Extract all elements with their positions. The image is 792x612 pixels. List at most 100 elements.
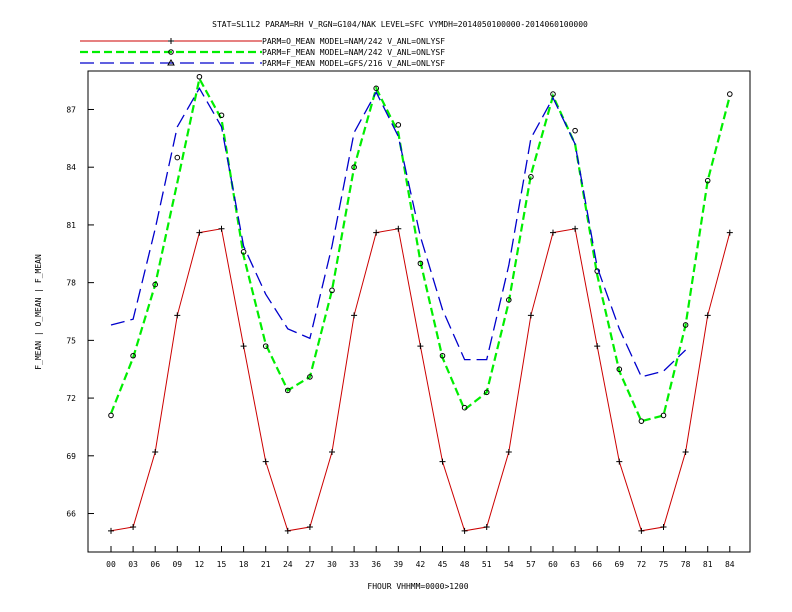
data-point-plus — [306, 523, 313, 530]
chart-title: STAT=SL1L2 PARAM=RH V_RGN=G104/NAK LEVEL… — [212, 20, 588, 29]
x-tick-label: 63 — [570, 560, 580, 569]
data-point-plus — [483, 523, 490, 530]
data-point-marker — [417, 260, 424, 267]
data-point-marker — [528, 174, 534, 180]
x-tick-label: 84 — [725, 560, 735, 569]
legend: PARM=O_MEAN MODEL=NAM/242 V_ANL=ONLYSF PA… — [80, 37, 445, 68]
y-axis-label: F_MEAN | O_MEAN | F_MEAN — [34, 254, 43, 370]
data-point-plus — [168, 38, 174, 44]
series-layer — [108, 73, 733, 534]
x-tick-label: 15 — [217, 560, 227, 569]
y-tick-label: 84 — [66, 163, 76, 172]
data-point-plus — [572, 225, 579, 232]
x-axis-label: FHOUR VHHMM=0000>1200 — [367, 582, 468, 591]
data-point-marker — [130, 352, 136, 359]
data-point-plus — [594, 343, 601, 350]
x-tick-label: 72 — [637, 560, 647, 569]
data-point-plus — [527, 312, 534, 319]
data-point-marker — [174, 154, 181, 161]
y-tick-label: 69 — [66, 452, 76, 461]
data-point-marker — [196, 73, 203, 80]
data-point-plus — [152, 448, 159, 455]
data-point-marker — [550, 91, 556, 97]
y-tick-label: 87 — [66, 105, 76, 114]
x-tick-label: 36 — [371, 560, 381, 569]
plot-frame — [87, 70, 751, 553]
data-point-plus — [130, 523, 137, 530]
data-point-marker — [727, 91, 733, 97]
data-point-plus — [351, 312, 358, 319]
legend-label: PARM=F_MEAN MODEL=NAM/242 V_ANL=ONLYSF — [262, 48, 445, 57]
data-point-plus — [461, 527, 468, 534]
x-tick-label: 45 — [438, 560, 448, 569]
x-tick-label: 12 — [195, 560, 205, 569]
x-tick-label: 33 — [349, 560, 359, 569]
data-point-marker — [168, 49, 174, 55]
data-point-plus — [417, 343, 424, 350]
y-tick-label: 81 — [66, 221, 76, 230]
data-point-plus — [660, 523, 667, 530]
data-point-marker — [285, 387, 291, 394]
data-point-plus — [262, 458, 269, 465]
data-point-marker — [660, 412, 667, 419]
data-point-marker — [152, 281, 158, 288]
x-axis: 00 03 06 09 12 15 18 21 24 27 30 33 36 39 42 45 48 51 54 57… — [106, 546, 735, 569]
x-tick-label: 42 — [416, 560, 426, 569]
x-tick-label: 24 — [283, 560, 293, 569]
data-point-marker — [240, 249, 247, 255]
data-point-marker — [218, 112, 225, 119]
x-tick-label: 66 — [592, 560, 602, 569]
data-point-plus — [638, 527, 645, 534]
series-line — [110, 228, 731, 532]
x-tick-label: 81 — [703, 560, 713, 569]
legend-label: PARM=O_MEAN MODEL=NAM/242 V_ANL=ONLYSF — [262, 37, 445, 46]
series-group — [108, 73, 733, 424]
x-tick-label: 06 — [150, 560, 160, 569]
data-point-plus — [704, 312, 711, 319]
data-point-marker — [572, 127, 578, 134]
y-tick-label: 75 — [66, 336, 76, 345]
data-point-marker — [307, 374, 313, 380]
data-point-plus — [505, 448, 512, 455]
series-line — [109, 75, 731, 423]
x-tick-label: 60 — [548, 560, 558, 569]
y-tick-label: 72 — [66, 394, 76, 403]
data-point-marker — [506, 297, 512, 303]
data-point-marker — [262, 343, 269, 349]
x-tick-label: 30 — [327, 560, 337, 569]
y-tick-label: 78 — [66, 279, 76, 288]
x-tick-label: 78 — [681, 560, 691, 569]
data-point-plus — [174, 312, 181, 319]
data-point-plus — [439, 458, 446, 465]
data-point-marker — [329, 287, 335, 294]
data-point-plus — [108, 527, 114, 534]
x-tick-label: 57 — [526, 560, 536, 569]
data-point-plus — [240, 343, 247, 350]
x-tick-label: 18 — [239, 560, 249, 569]
x-tick-label: 51 — [482, 560, 492, 569]
data-point-marker — [704, 177, 711, 184]
series-group — [108, 225, 733, 534]
data-point-plus — [218, 225, 225, 232]
data-point-marker — [373, 85, 380, 92]
data-point-marker — [439, 352, 446, 359]
data-point-plus — [726, 229, 733, 236]
data-point-plus — [284, 527, 291, 534]
x-tick-label: 75 — [659, 560, 669, 569]
x-tick-label: 39 — [393, 560, 403, 569]
data-point-triangle — [167, 59, 175, 66]
x-tick-label: 69 — [614, 560, 624, 569]
data-point-marker — [483, 389, 490, 396]
x-tick-label: 03 — [128, 560, 138, 569]
data-point-marker — [594, 268, 601, 274]
data-point-plus — [329, 448, 335, 455]
data-point-plus — [373, 229, 380, 236]
data-point-plus — [616, 458, 623, 465]
data-point-plus — [395, 225, 402, 232]
data-point-marker — [351, 164, 357, 170]
data-point-marker — [616, 366, 623, 373]
data-point-marker — [395, 122, 402, 128]
data-point-marker — [461, 404, 468, 411]
y-tick-label: 66 — [66, 510, 76, 519]
